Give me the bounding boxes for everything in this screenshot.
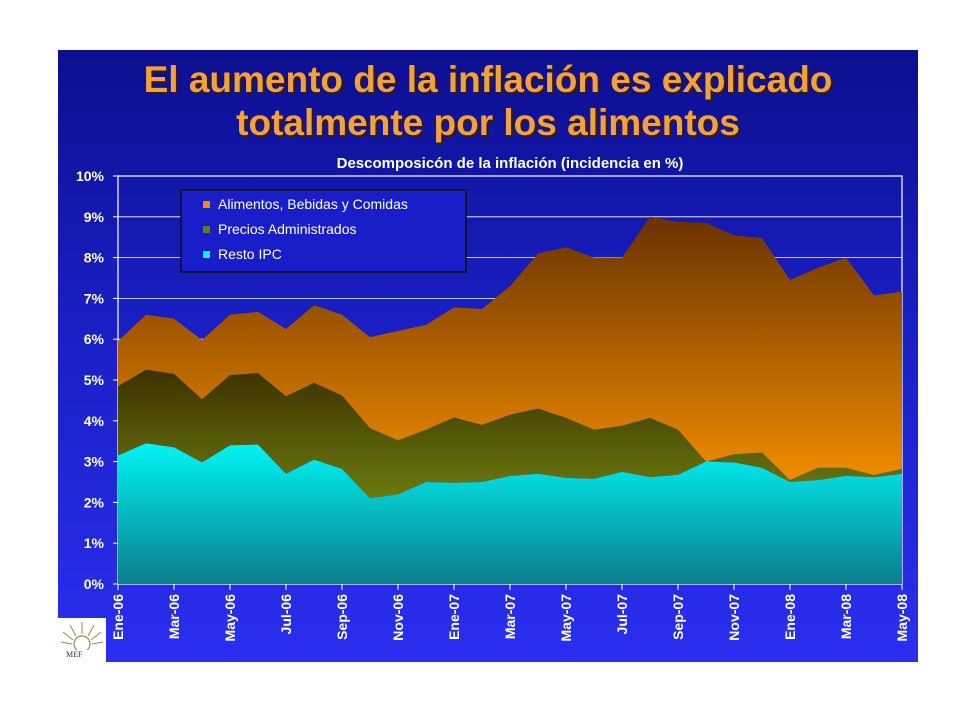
mef-logo: MEF bbox=[58, 618, 106, 662]
legend-swatch bbox=[203, 251, 210, 258]
legend-swatch bbox=[203, 201, 210, 208]
sun-emblem-icon bbox=[60, 622, 104, 653]
area-alimentos bbox=[118, 216, 902, 481]
x-tick-label: Jul-06 bbox=[278, 594, 294, 635]
legend-label: Alimentos, Bebidas y Comidas bbox=[218, 196, 408, 212]
y-tick-label: 4% bbox=[84, 413, 105, 429]
x-tick-label: May-07 bbox=[558, 594, 574, 642]
x-tick-label: Mar-07 bbox=[502, 594, 518, 639]
logo-text: MEF bbox=[66, 650, 83, 659]
x-axis-ticks: Ene-06 Mar-06 May-06 Jul-06 Sep-06 Nov-06 Ene-… bbox=[110, 584, 910, 641]
area-precios-administrados bbox=[118, 369, 902, 499]
legend: Alimentos, Bebidas y Comidas Precios Admi… bbox=[180, 189, 467, 273]
slide-title: El aumento de la inflación es explicado … bbox=[58, 58, 918, 144]
x-tick-label: Sep-07 bbox=[670, 594, 686, 640]
x-tick-label: Ene-07 bbox=[446, 594, 462, 640]
chart-title: Descomposicón de la inflación (incidenci… bbox=[337, 155, 684, 172]
area-series bbox=[118, 216, 902, 584]
area-resto-ipc bbox=[118, 443, 902, 584]
x-tick-label: Ene-08 bbox=[782, 594, 798, 640]
y-tick-label: 7% bbox=[84, 290, 105, 306]
x-tick-label: Mar-08 bbox=[838, 594, 854, 639]
x-tick-label: Mar-06 bbox=[166, 594, 182, 639]
legend-label: Precios Administrados bbox=[218, 221, 357, 237]
slide-title-line-1: El aumento de la inflación es explicado bbox=[143, 59, 833, 100]
x-tick-label: Nov-06 bbox=[390, 594, 406, 641]
slide-title-line-2: totalmente por los alimentos bbox=[236, 102, 740, 143]
x-tick-label: Ene-06 bbox=[110, 594, 126, 640]
y-tick-label: 1% bbox=[84, 535, 105, 551]
x-tick-label: Nov-07 bbox=[726, 594, 742, 641]
legend-swatch bbox=[203, 226, 210, 233]
legend-box bbox=[180, 189, 467, 273]
y-tick-label: 10% bbox=[76, 168, 105, 184]
y-tick-label: 6% bbox=[84, 331, 105, 347]
y-axis-ticks: 0% 1% 2% 3% 4% 5% 6% 7% 8% 9% 10% bbox=[76, 168, 118, 592]
y-tick-label: 0% bbox=[84, 576, 105, 592]
y-tick-label: 5% bbox=[84, 372, 105, 388]
y-tick-label: 3% bbox=[84, 454, 105, 470]
y-tick-label: 8% bbox=[84, 250, 105, 266]
x-tick-label: Sep-06 bbox=[334, 594, 350, 640]
x-tick-label: Jul-07 bbox=[614, 594, 630, 635]
y-tick-label: 9% bbox=[84, 209, 105, 225]
y-tick-label: 2% bbox=[84, 494, 105, 510]
x-tick-label: May-08 bbox=[894, 594, 910, 642]
x-tick-label: May-06 bbox=[222, 594, 238, 642]
legend-label: Resto IPC bbox=[218, 246, 282, 262]
